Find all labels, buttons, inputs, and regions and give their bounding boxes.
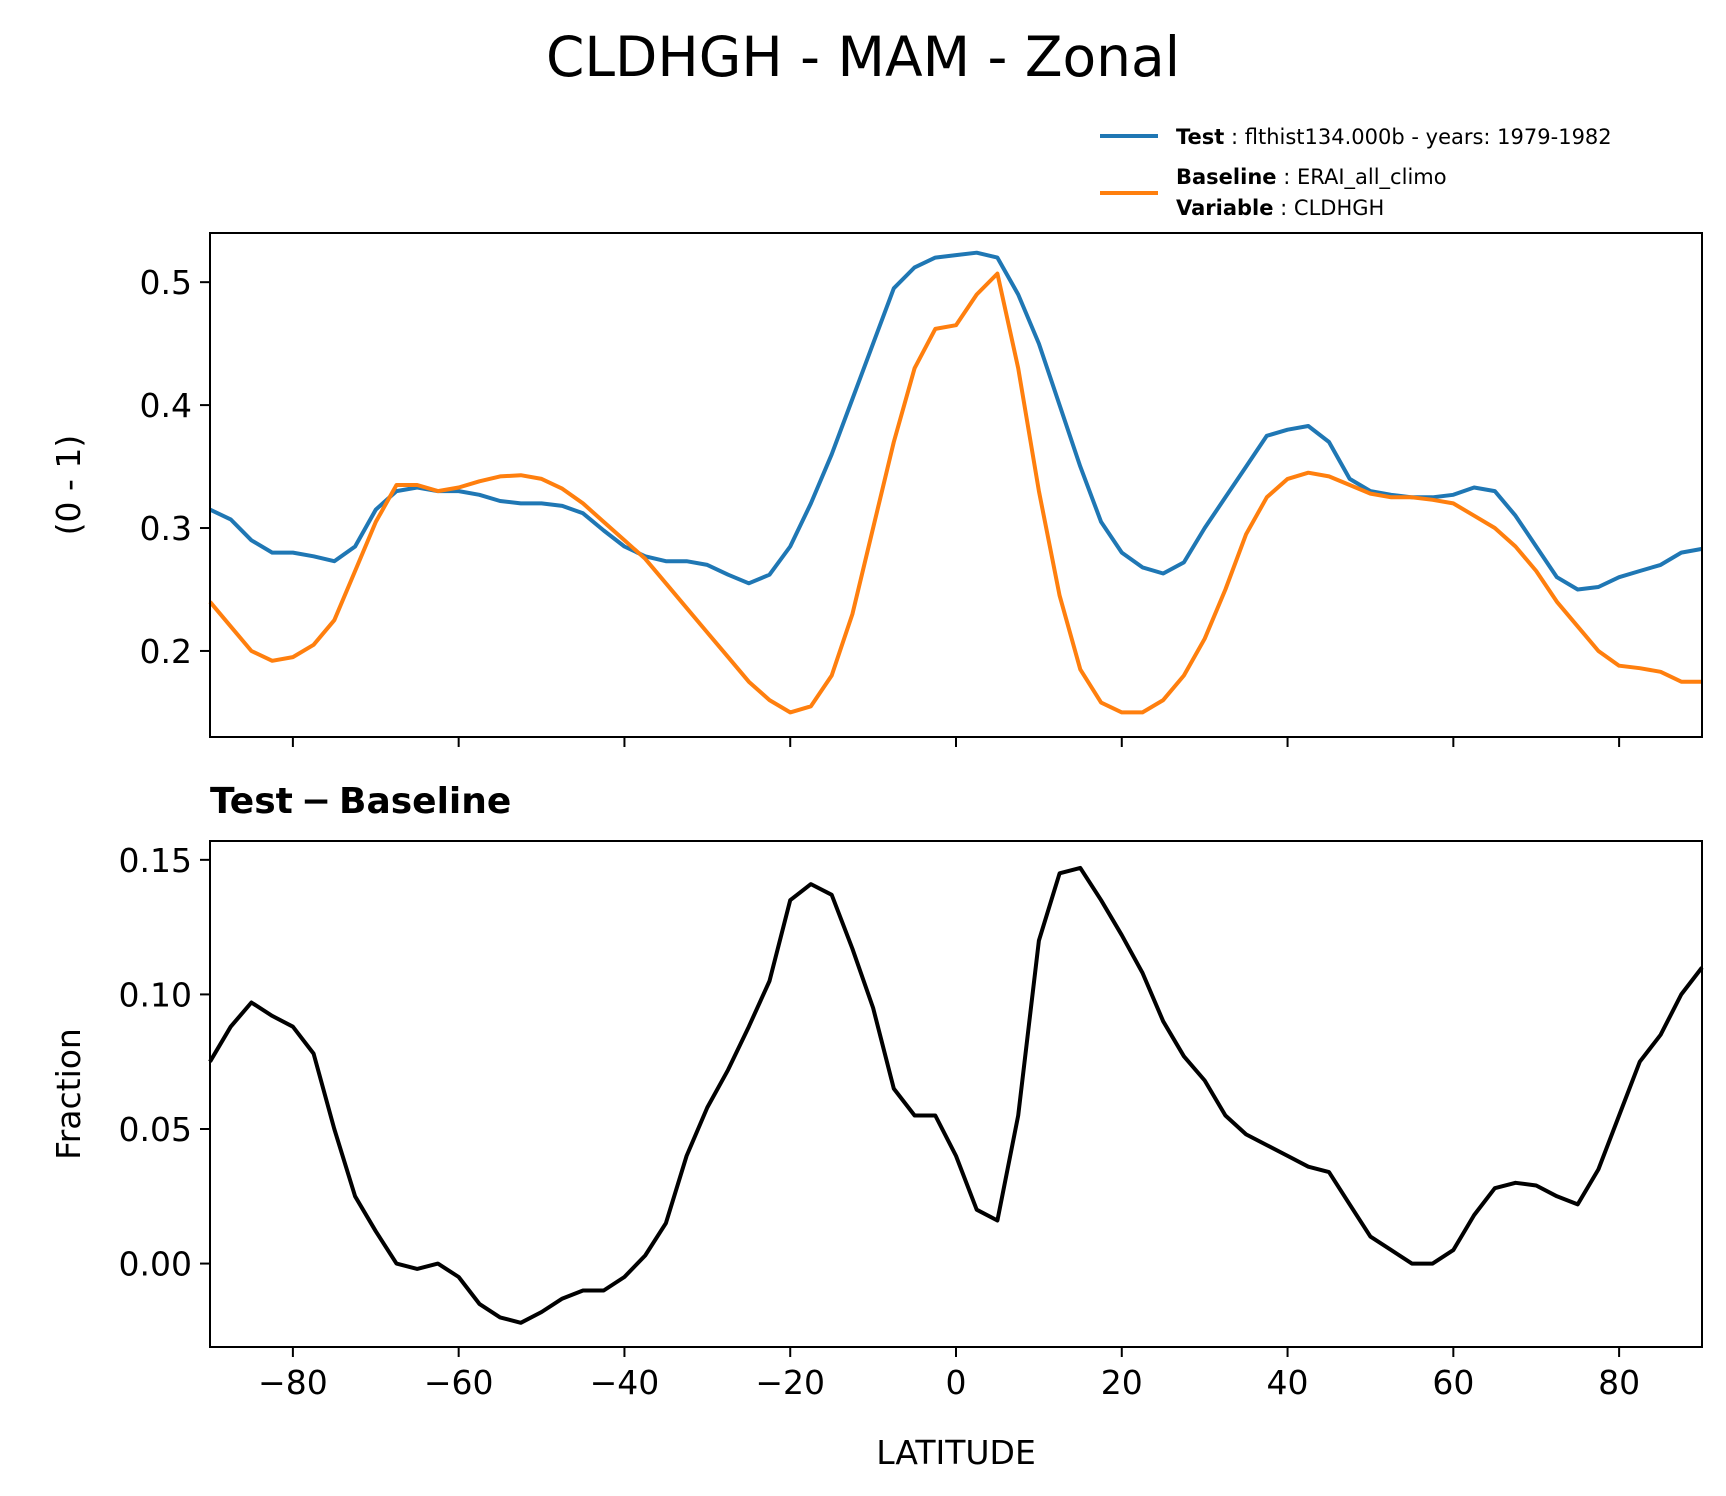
y-tick-label: 0.15 — [119, 841, 192, 880]
top-y-axis-label: (0 - 1) — [49, 435, 88, 536]
legend-baseline-entry: Baseline : ERAI_all_climo — [1176, 165, 1447, 190]
top-series — [208, 250, 1703, 715]
bottom-x-axis-label: LATITUDE — [876, 1433, 1036, 1472]
legend-test-value: flthist134.000b - years: 1979-1982 — [1245, 125, 1612, 149]
bottom-title-minus: − — [301, 781, 331, 822]
y-tick-label: 0.4 — [140, 386, 192, 425]
x-tick-label: −20 — [755, 1363, 825, 1402]
bottom-title-baseline: Baseline — [339, 781, 511, 822]
legend-baseline-value: ERAI_all_climo — [1297, 165, 1447, 190]
series-line-baseline — [208, 271, 1702, 715]
x-tick-label: 40 — [1267, 1363, 1309, 1402]
top-axis-ticks: 0.2 0.3 0.4 0.5 — [140, 263, 1621, 747]
x-tick-label: 20 — [1101, 1363, 1143, 1402]
bottom-axis-ticks: −80 −60 −40 −20 0 20 40 60 80 0.00 0.05 0.10 0.15 — [119, 841, 1641, 1402]
y-tick-label: 0.10 — [119, 975, 192, 1014]
legend-variable-value: CLDHGH — [1294, 196, 1384, 220]
bottom-panel-title: Test − Baseline — [210, 781, 511, 822]
y-tick-label: 0.00 — [119, 1245, 192, 1284]
top-panel: 0.2 0.3 0.4 0.5 (0 - 1) — [49, 232, 1703, 747]
y-tick-label: 0.5 — [140, 263, 192, 302]
bottom-y-axis-label: Fraction — [49, 1028, 88, 1160]
bottom-title-test: Test — [210, 781, 293, 822]
legend-test-entry: Test : flthist134.000b - years: 1979-198… — [1176, 125, 1612, 149]
legend-test-key: Test — [1176, 125, 1224, 149]
x-tick-label: 60 — [1432, 1363, 1474, 1402]
legend-variable-entry: Variable : CLDHGH — [1176, 196, 1384, 220]
bottom-panel: Test − Baseline −80 −60 −40 −20 0 20 40 60 80 0.00 0… — [49, 781, 1704, 1472]
legend-baseline-key: Baseline — [1176, 165, 1277, 189]
x-tick-label: 0 — [946, 1363, 967, 1402]
legend: Test : flthist134.000b - years: 1979-198… — [1100, 125, 1612, 220]
y-tick-label: 0.2 — [140, 632, 192, 671]
x-tick-label: −80 — [258, 1363, 328, 1402]
figure-title: CLDHGH - MAM - Zonal — [546, 25, 1180, 89]
top-axes-frame — [209, 232, 1703, 738]
bottom-series — [208, 865, 1704, 1325]
series-line-test — [209, 250, 1703, 592]
legend-variable-key: Variable — [1176, 196, 1273, 220]
series-line-test-baseline — [208, 865, 1704, 1325]
x-tick-label: −60 — [424, 1363, 494, 1402]
bottom-axes-frame — [209, 840, 1703, 1348]
y-tick-label: 0.05 — [119, 1110, 192, 1149]
x-tick-label: −40 — [590, 1363, 660, 1402]
y-tick-label: 0.3 — [140, 509, 192, 548]
x-tick-label: 80 — [1598, 1363, 1640, 1402]
